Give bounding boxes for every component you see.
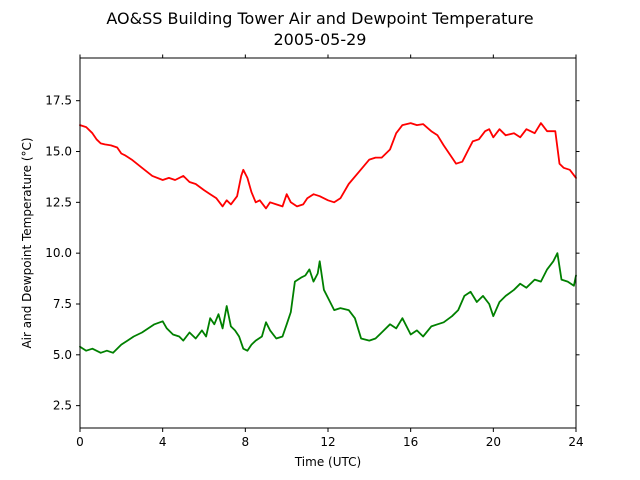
y-tick-label: 10.0 <box>45 246 72 260</box>
x-tick-label: 24 <box>568 435 583 449</box>
x-tick-label: 16 <box>403 435 418 449</box>
y-tick-label: 12.5 <box>45 195 72 209</box>
y-tick-label: 17.5 <box>45 94 72 108</box>
plot-frame <box>79 57 577 429</box>
y-tick-label: 7.5 <box>53 297 72 311</box>
series-layer <box>79 122 577 354</box>
x-tick-label: 12 <box>320 435 335 449</box>
x-tick-label: 8 <box>242 435 250 449</box>
x-tick-label: 0 <box>76 435 84 449</box>
y-axis-label: Air and Dewpoint Temperature (°C) <box>20 137 34 348</box>
series-line-1 <box>79 252 577 354</box>
chart-subtitle: 2005-05-29 <box>274 30 367 49</box>
y-tick-label: 2.5 <box>53 399 72 413</box>
y-tick-label: 15.0 <box>45 145 72 159</box>
x-axis-label: Time (UTC) <box>294 455 361 469</box>
chart-title: AO&SS Building Tower Air and Dewpoint Te… <box>106 9 533 28</box>
series-line-0 <box>79 122 577 210</box>
x-axis: 0 4 8 12 16 20 24 <box>76 54 584 449</box>
x-tick-label: 20 <box>486 435 501 449</box>
x-tick-label: 4 <box>159 435 167 449</box>
y-tick-label: 5.0 <box>53 348 72 362</box>
y-axis: 2.5 5.0 7.5 10.0 12.5 15.0 17.5 <box>45 94 580 413</box>
